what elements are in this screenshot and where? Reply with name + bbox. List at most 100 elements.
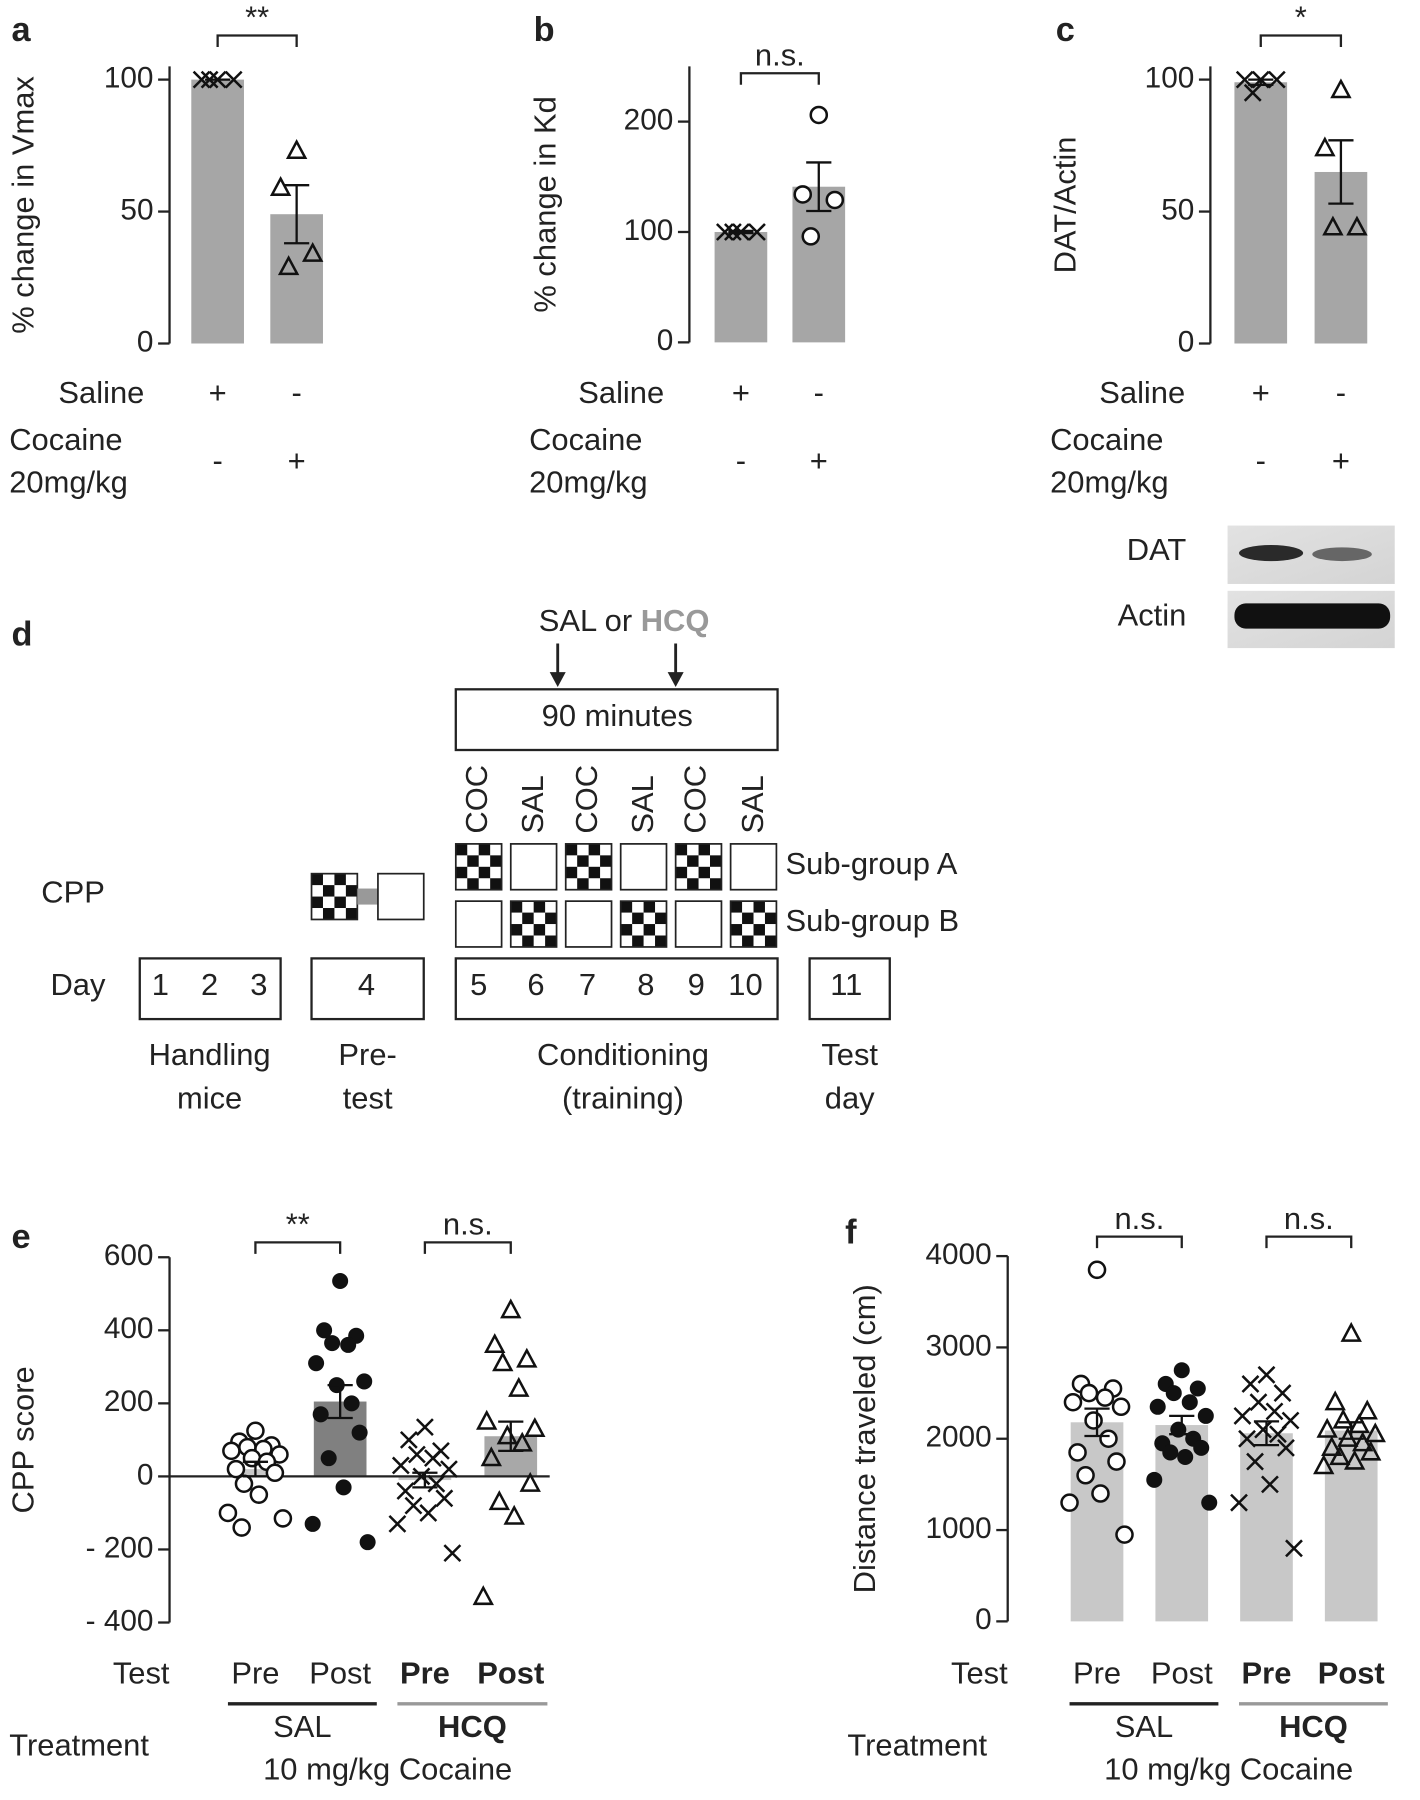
point-triangle	[492, 1351, 514, 1372]
point-triangle	[1332, 1408, 1354, 1429]
condition-label: 20mg/kg	[529, 465, 648, 500]
point-x	[1261, 1475, 1279, 1494]
point-circle	[1107, 1452, 1126, 1471]
error-bar	[1169, 1414, 1195, 1436]
point-dot	[1193, 1439, 1210, 1456]
point-triangle	[1324, 1390, 1346, 1411]
point-triangle	[1314, 136, 1336, 157]
bar	[1324, 1430, 1378, 1622]
point-dot	[1173, 1362, 1190, 1379]
point-dot	[1149, 1398, 1166, 1415]
condition-label: Cocaine	[529, 422, 642, 457]
condition-sign: -	[736, 443, 746, 478]
point-triangle	[1330, 78, 1352, 99]
panel-letter: d	[12, 616, 33, 654]
significance-label: n.s.	[443, 1207, 493, 1242]
day-number: 8	[637, 967, 654, 1002]
point-triangle	[1313, 1454, 1335, 1475]
phase-label: test	[343, 1081, 393, 1116]
y-tick-label: 4000	[925, 1238, 991, 1271]
condition-sign: -	[291, 375, 301, 410]
plain-chamber	[454, 900, 503, 948]
treatment-label: Treatment	[847, 1728, 987, 1763]
point-x	[1257, 1365, 1276, 1384]
point-circle	[1111, 1397, 1131, 1417]
point-triangle	[516, 1347, 538, 1368]
point-x	[423, 1449, 442, 1468]
point-circle	[246, 1421, 265, 1441]
significance-label: *	[1295, 0, 1307, 35]
point-triangle	[1329, 1445, 1351, 1466]
day-number: 4	[358, 967, 375, 1002]
checker-chamber	[564, 843, 613, 891]
checker-chamber	[454, 843, 503, 891]
point-dot	[343, 1395, 360, 1412]
point-dot	[335, 1479, 352, 1496]
phase-label: day	[825, 1081, 875, 1116]
point-dot	[320, 1450, 337, 1467]
point-x	[404, 1496, 423, 1515]
y-axis-label: CPP score	[5, 1366, 40, 1513]
point-triangle	[269, 175, 292, 196]
point-dot	[1197, 1407, 1214, 1424]
point-circle	[218, 1503, 238, 1523]
y-tick-label: 200	[624, 103, 674, 136]
error-bar	[1328, 139, 1354, 205]
intervention-saline: SAL or	[539, 603, 632, 638]
point-x	[415, 1418, 434, 1437]
y-tick-label: 100	[1145, 61, 1195, 94]
day-number: 6	[527, 967, 544, 1002]
point-x	[192, 70, 211, 89]
y-tick-label: 200	[104, 1385, 154, 1418]
significance-bracket	[739, 72, 820, 85]
error-bar	[412, 1471, 438, 1489]
plain-chamber	[509, 843, 558, 891]
panel-letter: b	[534, 11, 555, 49]
checker-chamber	[674, 843, 723, 891]
group-label: HCQ	[438, 1709, 507, 1744]
phase-label: mice	[177, 1081, 242, 1116]
point-x	[407, 1445, 426, 1464]
group-label: HCQ	[1279, 1709, 1348, 1744]
point-triangle	[503, 1504, 525, 1525]
point-dot	[312, 1406, 329, 1423]
point-dot	[1165, 1385, 1182, 1402]
condition-sign: -	[1336, 375, 1346, 410]
condition-label: SAL	[625, 775, 660, 833]
point-triangle	[488, 1490, 511, 1511]
day-number: 10	[728, 967, 762, 1002]
day-box	[454, 957, 779, 1021]
intervention-hcq: HCQ	[641, 603, 710, 638]
y-tick-label: 600	[104, 1239, 154, 1272]
intervention-space	[632, 603, 641, 638]
y-tick-label: 1000	[925, 1512, 991, 1545]
point-triangle	[1340, 1321, 1362, 1342]
point-dot	[316, 1322, 333, 1339]
y-axis-label: DAT/Actin	[1047, 137, 1082, 274]
category-label: Post	[1318, 1655, 1385, 1690]
significance-label: n.s.	[1284, 1201, 1334, 1236]
point-x	[396, 1482, 415, 1500]
checker-chamber	[310, 872, 359, 921]
day-number: 5	[470, 967, 487, 1002]
condition-sign: +	[732, 375, 750, 410]
point-x	[224, 70, 243, 89]
point-x	[443, 1544, 462, 1563]
point-circle	[1063, 1392, 1083, 1412]
point-circle	[234, 1474, 254, 1493]
y-tick-label: - 200	[86, 1531, 154, 1564]
point-dot	[324, 1335, 341, 1352]
dose-label: 10 mg/kg Cocaine	[263, 1752, 512, 1787]
y-tick-label: 0	[137, 1458, 154, 1491]
condition-sign: +	[810, 443, 828, 478]
blot-label: DAT	[1127, 532, 1187, 567]
bar	[191, 79, 244, 344]
y-tick-label: 0	[657, 324, 674, 357]
point-circle	[1091, 1484, 1110, 1503]
checker-chamber	[619, 900, 668, 948]
dose-label: 10 mg/kg Cocaine	[1104, 1752, 1353, 1787]
point-triangle	[524, 1417, 546, 1438]
plain-chamber	[619, 843, 668, 891]
phase-label: Conditioning	[537, 1037, 709, 1072]
error-bar	[1338, 1421, 1364, 1440]
